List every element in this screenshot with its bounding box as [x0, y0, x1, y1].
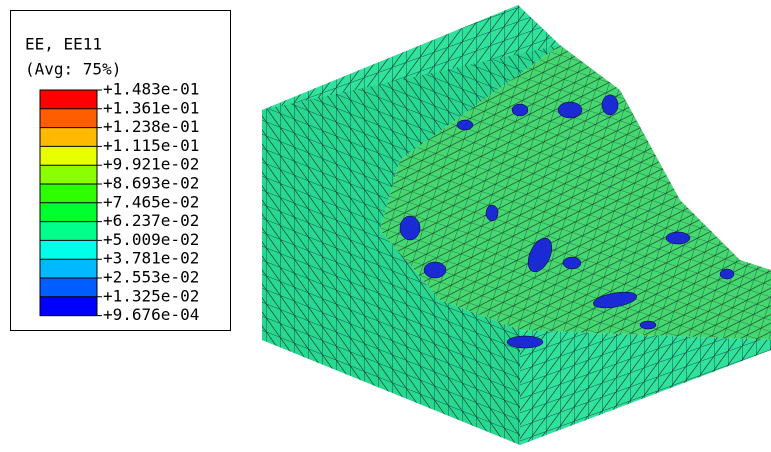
- color-band: [40, 203, 97, 222]
- color-band: [40, 222, 97, 241]
- legend-label: +6.237e-02: [103, 211, 199, 230]
- page: EE, EE11 (Avg: 75%) +1.483e-01+1.361e-01…: [0, 0, 771, 452]
- legend-title: EE, EE11: [25, 35, 102, 54]
- color-band: [40, 240, 97, 259]
- color-band: [40, 259, 97, 278]
- legend-label: +2.553e-02: [103, 268, 199, 287]
- legend-label: +1.361e-01: [103, 98, 199, 117]
- legend-label: +1.115e-01: [103, 136, 199, 155]
- color-band: [40, 146, 97, 165]
- front-face: [520, 330, 771, 445]
- legend-label: +1.483e-01: [103, 80, 199, 99]
- color-band: [40, 165, 97, 184]
- legend-label: +9.676e-04: [103, 305, 199, 324]
- color-band: [40, 297, 97, 316]
- legend-label: +3.781e-02: [103, 249, 199, 268]
- color-band: [40, 109, 97, 128]
- legend-label: +8.693e-02: [103, 174, 199, 193]
- viewport: EE, EE11 (Avg: 75%) +1.483e-01+1.361e-01…: [0, 0, 771, 448]
- legend-label: +1.238e-01: [103, 117, 199, 136]
- color-band: [40, 278, 97, 297]
- legend-label: +1.325e-02: [103, 286, 199, 305]
- color-band: [40, 128, 97, 147]
- legend-subtitle: (Avg: 75%): [25, 60, 121, 79]
- legend-label: +7.465e-02: [103, 192, 199, 211]
- model: [262, 5, 771, 445]
- legend-label: +9.921e-02: [103, 155, 199, 174]
- color-band: [40, 184, 97, 203]
- legend-label: +5.009e-02: [103, 230, 199, 249]
- color-band: [40, 90, 97, 109]
